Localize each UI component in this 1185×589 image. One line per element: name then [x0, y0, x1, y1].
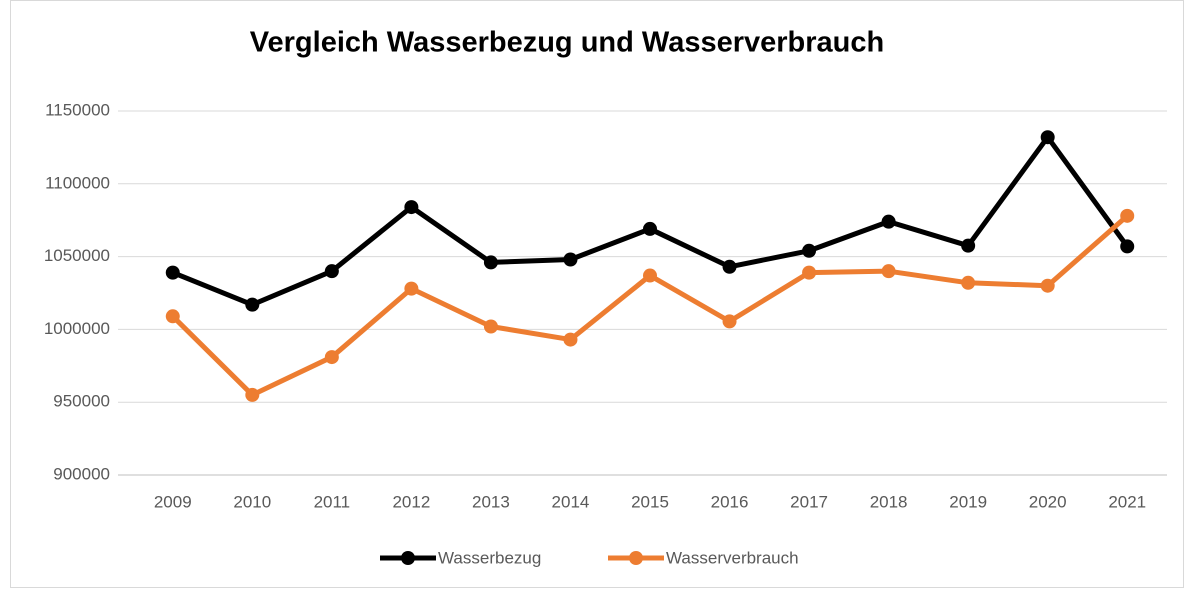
data-point [961, 275, 976, 290]
data-point [245, 297, 260, 312]
x-tick-label: 2013 [472, 492, 510, 511]
data-point [722, 259, 737, 274]
data-point [483, 319, 498, 334]
data-point [881, 264, 896, 279]
data-point [1040, 130, 1055, 145]
chart-frame [10, 0, 1184, 588]
x-tick-label: 2011 [314, 492, 351, 511]
data-point [643, 268, 657, 283]
x-tick-label: 2015 [631, 492, 669, 511]
data-point [961, 238, 976, 253]
y-tick-label: 900000 [53, 464, 110, 483]
y-tick-label: 1150000 [45, 100, 110, 119]
data-point [1120, 208, 1135, 223]
x-tick-label: 2020 [1029, 492, 1067, 511]
x-tick-label: 2017 [790, 492, 828, 511]
data-point [722, 314, 737, 329]
data-point [324, 350, 339, 365]
y-tick-label: 950000 [53, 392, 110, 411]
legend-marker [401, 551, 415, 565]
data-point [165, 309, 180, 324]
x-tick-label: 2014 [552, 492, 590, 511]
data-point [881, 214, 896, 229]
x-tick-label: 2012 [392, 492, 430, 511]
data-point [324, 264, 339, 279]
legend-label: Wasserverbrauch [666, 548, 799, 567]
data-point [404, 200, 419, 215]
x-tick-label: 2019 [949, 492, 987, 511]
data-point [165, 265, 180, 280]
data-point [1120, 239, 1135, 254]
legend-label: Wasserbezug [438, 548, 541, 567]
data-point [802, 243, 817, 258]
legend-marker [629, 551, 643, 565]
x-tick-label: 2009 [154, 492, 192, 511]
data-point [802, 265, 817, 280]
data-point [643, 221, 657, 236]
x-tick-label: 2018 [870, 492, 908, 511]
data-point [563, 252, 578, 267]
data-point [563, 332, 578, 347]
y-tick-label: 1050000 [44, 246, 110, 265]
x-tick-label: 2021 [1108, 492, 1146, 511]
y-tick-label: 1000000 [44, 319, 110, 338]
data-point [483, 255, 498, 270]
data-point [1040, 278, 1055, 293]
chart-title: Vergleich Wasserbezug und Wasserverbrauc… [250, 27, 884, 59]
x-tick-label: 2016 [711, 492, 749, 511]
data-point [245, 387, 260, 402]
data-point [404, 281, 419, 296]
y-tick-label: 1100000 [45, 173, 110, 192]
x-tick-label: 2010 [233, 492, 271, 511]
